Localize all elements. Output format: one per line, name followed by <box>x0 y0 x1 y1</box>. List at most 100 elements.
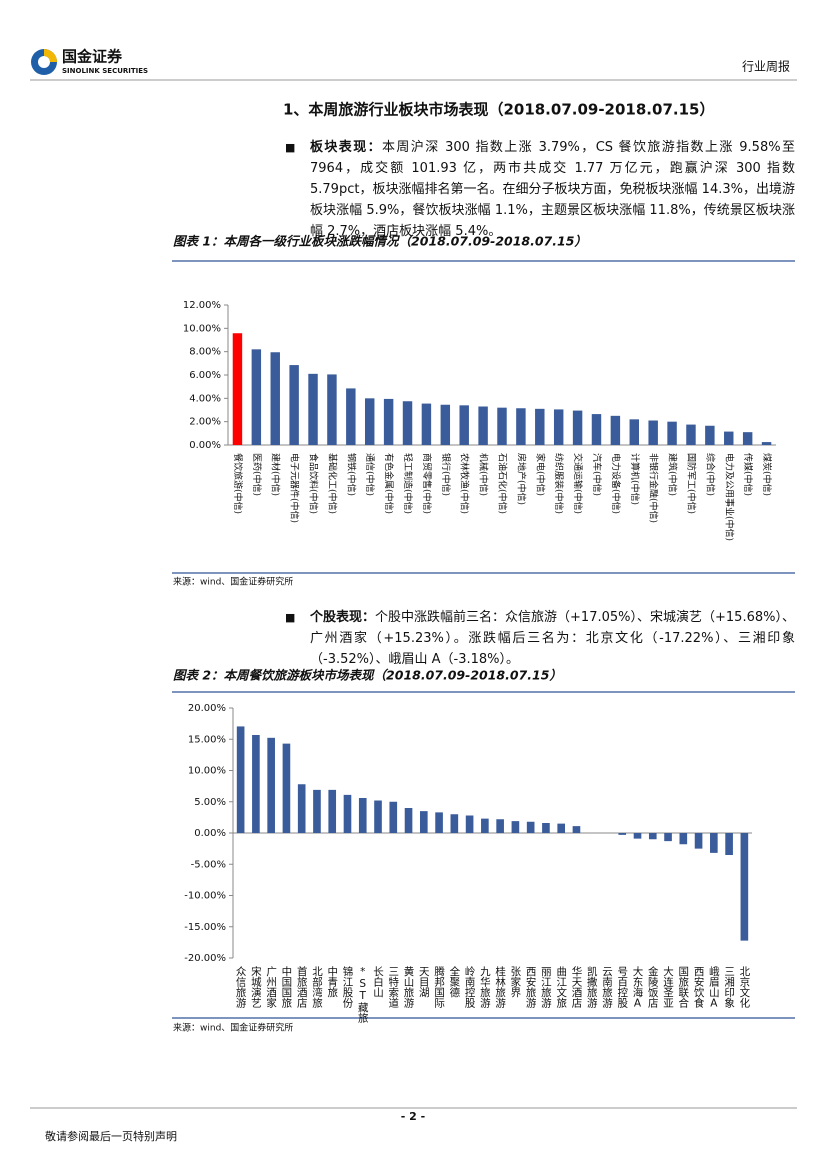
bar <box>404 808 413 833</box>
bar <box>633 833 642 839</box>
x-tick-label: 通信(中信) <box>364 453 376 496</box>
x-tick-label: 华天酒店 <box>570 965 582 1009</box>
y-tick-label: 2.00% <box>189 417 221 428</box>
bar <box>572 410 583 445</box>
paragraph-text: 个股中涨跌幅前三名：众信旅游（+17.05%）、宋城演艺（+15.68%）、广州… <box>310 610 795 667</box>
x-tick-label: 丽江旅游 <box>540 966 552 1009</box>
logo-text: 国金证券 <box>62 48 123 66</box>
logo-subtext: SINOLINK SECURITIES <box>62 67 148 75</box>
x-tick-label: 房地产(中信) <box>515 453 527 505</box>
bar <box>328 789 337 833</box>
x-tick-label: 曲江文旅 <box>555 966 567 1009</box>
bar <box>667 421 677 445</box>
y-tick-label: 10.00% <box>183 323 221 334</box>
logo-mark-inner <box>38 56 50 68</box>
bar <box>526 821 535 833</box>
x-tick-label: 农林牧渔(中信) <box>459 453 471 514</box>
y-tick-label: -10.00% <box>184 891 226 902</box>
x-tick-label: *ST藏旅 <box>357 966 369 1024</box>
x-tick-label: 国防军工(中信) <box>685 453 697 514</box>
bar <box>740 833 749 941</box>
bar <box>679 833 688 845</box>
bar <box>694 833 703 849</box>
bar <box>270 352 280 445</box>
bar <box>358 798 367 833</box>
y-tick-label: -20.00% <box>184 953 226 964</box>
bar <box>313 789 321 833</box>
chart-title: 图表 1：本周各一级行业板块涨跌幅情况（2018.07.09-2018.07.1… <box>173 234 587 249</box>
x-tick-label: 张家界 <box>509 966 521 998</box>
x-tick-label: 腾邦国际 <box>433 965 445 1009</box>
bar <box>365 398 375 445</box>
bar <box>383 398 394 445</box>
x-tick-label: 三湘印象 <box>723 966 735 1008</box>
bar <box>419 811 428 833</box>
bar <box>282 743 291 833</box>
x-tick-label: 首旅酒店 <box>296 965 308 1009</box>
x-tick-label: 北部湾旅 <box>311 966 323 1009</box>
x-tick-label: 锦江股份 <box>341 965 353 1009</box>
x-tick-label: 大连圣亚 <box>662 965 674 1008</box>
paragraph-text: 本周沪深 300 指数上涨 3.79%，CS 餐饮旅游指数上涨 9.58%至 7… <box>310 140 795 239</box>
x-tick-label: 综合(中信) <box>704 453 716 496</box>
bar <box>346 388 356 445</box>
x-tick-label: 九华旅游 <box>479 966 491 1009</box>
x-tick-label: 北京文化 <box>738 966 750 1009</box>
x-tick-label: 广州酒家 <box>265 966 277 1008</box>
bullet: ■ <box>285 141 296 154</box>
x-tick-label: 交通运输(中信) <box>572 453 584 514</box>
bar <box>236 726 245 833</box>
y-tick-label: 20.00% <box>188 703 226 714</box>
disclaimer: 敬请参阅最后一页特别声明 <box>45 1129 177 1143</box>
x-tick-label: 钢铁(中信) <box>345 453 357 496</box>
x-tick-label: 家电(中信) <box>534 453 546 496</box>
paragraph: ■ 板块表现：本周沪深 300 指数上涨 3.79%，CS 餐饮旅游指数上涨 9.… <box>285 137 795 242</box>
x-tick-label: 商贸零售(中信) <box>421 453 433 514</box>
bar <box>389 801 398 833</box>
bar <box>724 431 734 445</box>
x-tick-label: 有色金属(中信) <box>383 453 395 514</box>
bar <box>497 407 507 445</box>
page-number: - 2 - <box>401 1110 425 1123</box>
bar <box>542 823 550 833</box>
bar <box>629 419 639 445</box>
bar <box>610 415 621 445</box>
bar <box>481 818 489 833</box>
bar <box>686 424 696 445</box>
x-tick-label: 基础化工(中信) <box>326 453 338 514</box>
x-tick-label: 汽车(中信) <box>591 453 603 496</box>
x-tick-label: 众信旅游 <box>235 966 247 1009</box>
x-tick-label: 石油石化(中信) <box>497 453 509 514</box>
x-tick-label: 煤炭(中信) <box>761 453 773 496</box>
bar <box>496 819 504 833</box>
x-tick-label: 岭南控股 <box>464 965 476 1009</box>
bar <box>591 414 602 445</box>
x-tick-label: 传媒(中信) <box>742 453 754 496</box>
x-tick-label: 建筑(中信) <box>667 453 679 496</box>
x-tick-label: 电力及公用事业(中信) <box>723 453 735 541</box>
x-tick-label: 国旅联合 <box>677 966 689 1009</box>
logo-accent <box>44 49 57 62</box>
bar <box>618 833 627 835</box>
bar <box>725 833 733 855</box>
x-tick-label: 医药(中信) <box>251 453 263 496</box>
y-tick-label: 10.00% <box>188 766 226 777</box>
bar <box>557 823 566 833</box>
x-tick-label: 凯撒旅游 <box>586 965 598 1009</box>
x-tick-label: 银行(中信) <box>440 453 452 496</box>
bar <box>232 333 243 445</box>
bar <box>705 425 715 445</box>
bar <box>516 408 526 445</box>
x-tick-label: 中国国旅 <box>280 965 292 1009</box>
x-tick-label: 黄山旅游 <box>403 965 415 1009</box>
y-tick-label: 4.00% <box>189 393 221 404</box>
bar <box>252 735 260 833</box>
y-tick-label: 6.00% <box>189 370 221 381</box>
paragraph: ■ 个股表现：个股中涨跌幅前三名：众信旅游（+17.05%）、宋城演艺（+15.6… <box>285 607 795 670</box>
x-tick-label: 大东海A <box>632 965 644 1009</box>
bar <box>511 821 520 833</box>
bar <box>648 833 657 840</box>
x-tick-label: 金陵饭店 <box>647 965 659 1009</box>
